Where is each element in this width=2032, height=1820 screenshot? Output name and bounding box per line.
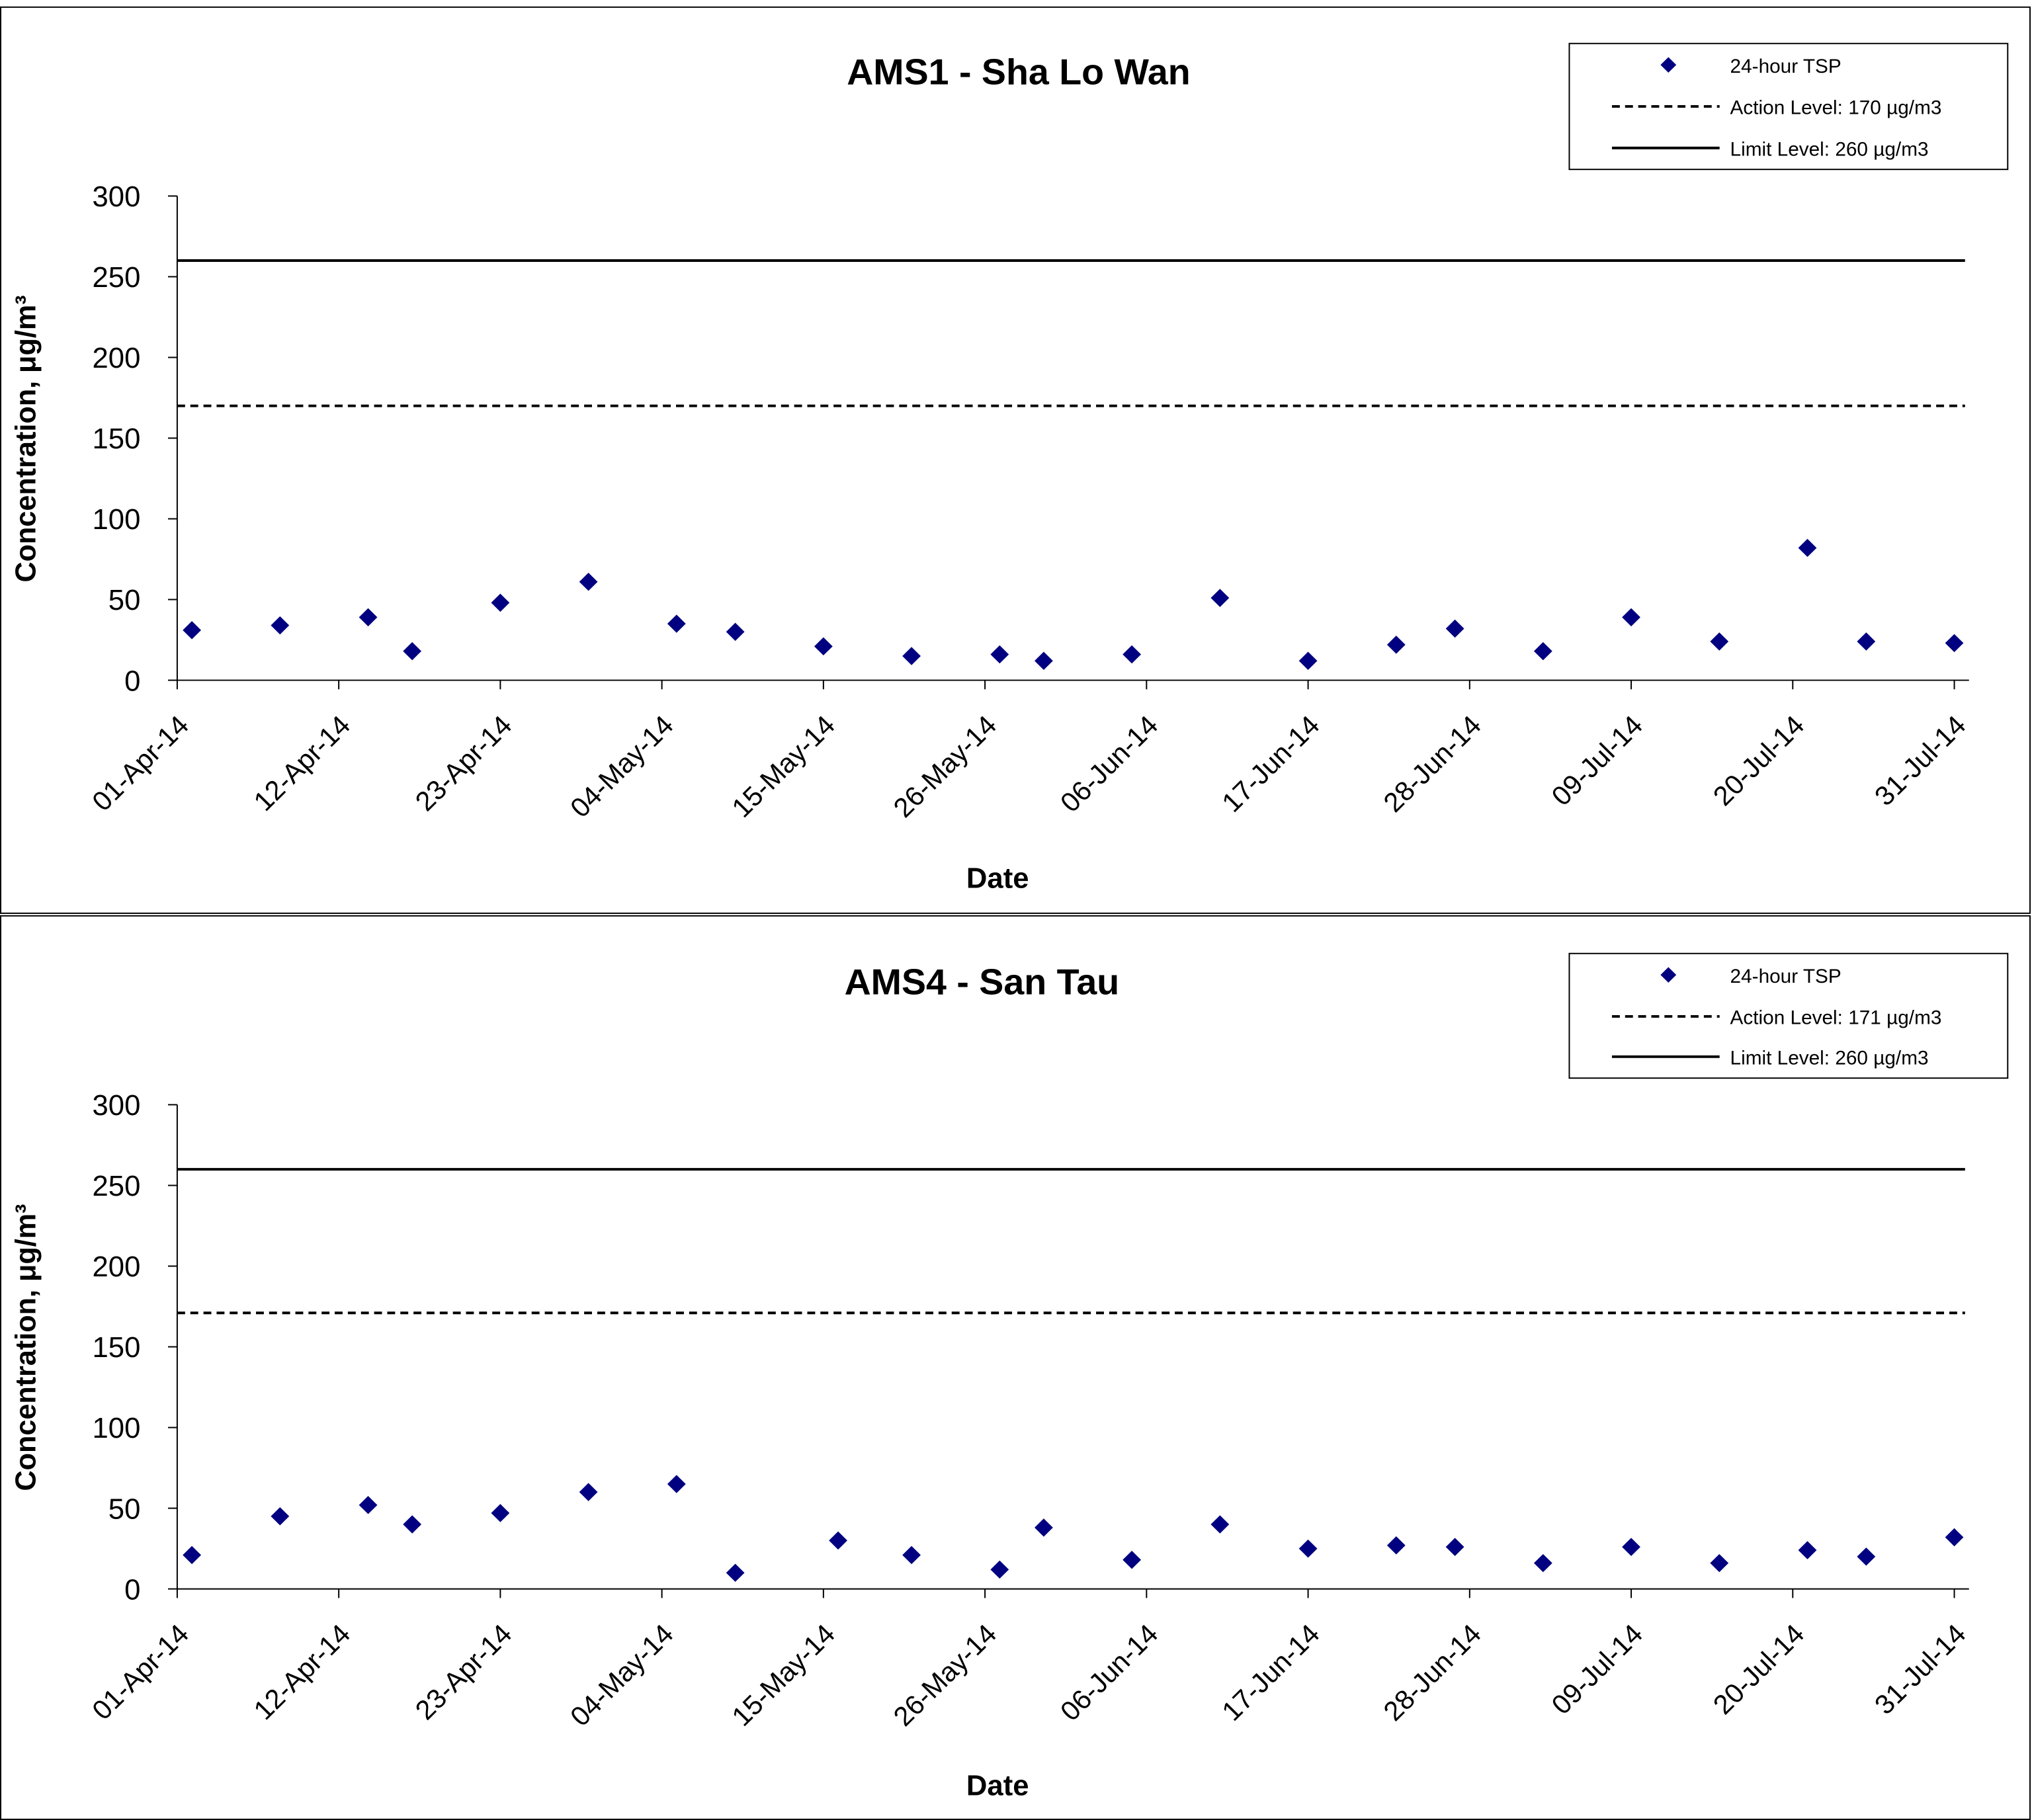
data-point: [1622, 608, 1640, 627]
y-axis-label: Concentration, μg/m³: [10, 1204, 42, 1491]
y-tick-label: 0: [124, 1575, 140, 1606]
y-tick-label: 50: [108, 1493, 141, 1525]
data-point: [1533, 1553, 1552, 1573]
y-tick-label: 150: [93, 1332, 141, 1364]
x-axis-label: Date: [966, 863, 1029, 895]
y-tick-label: 50: [108, 585, 141, 616]
legend-label-limit: Limit Level: 260 µg/m3: [1730, 139, 1929, 161]
y-tick-label: 150: [93, 423, 141, 455]
data-point: [183, 1546, 202, 1565]
legend: 24-hour TSP Action Level: 170 µg/m3 Limi…: [1568, 42, 2009, 171]
data-point: [1210, 1515, 1230, 1534]
data-point: [491, 593, 510, 612]
data-point: [403, 1515, 422, 1534]
panel-border: [0, 915, 2031, 1820]
chart-title: AMS4 - San Tau: [845, 962, 1120, 1003]
data-point: [1857, 1548, 1876, 1566]
data-point: [902, 647, 921, 665]
legend-marker-icon: [1660, 57, 1677, 73]
data-point: [183, 621, 202, 640]
data-point: [726, 622, 745, 641]
panel-border: [0, 6, 2031, 914]
data-point: [1035, 651, 1053, 671]
data-point: [1386, 1536, 1406, 1555]
y-tick-label: 200: [93, 343, 141, 374]
data-point: [1386, 636, 1406, 654]
x-axis-label: Date: [966, 1770, 1029, 1802]
data-point: [359, 608, 378, 627]
data-point: [1035, 1518, 1053, 1537]
y-tick-label: 100: [93, 1413, 141, 1444]
legend-label-action: Action Level: 170 µg/m3: [1730, 97, 1942, 119]
y-axis-label: Concentration, μg/m³: [10, 295, 42, 582]
y-tick-label: 200: [93, 1251, 141, 1283]
y-tick-label: 250: [93, 1171, 141, 1202]
data-point: [271, 1507, 290, 1526]
chart-title: AMS1 - Sha Lo Wan: [847, 52, 1191, 93]
data-point: [271, 616, 290, 635]
y-tick-label: 100: [93, 504, 141, 536]
y-tick-label: 250: [93, 262, 141, 294]
legend-label-series: 24-hour TSP: [1730, 966, 1842, 987]
data-point: [1798, 538, 1817, 558]
y-tick-label: 300: [93, 1090, 141, 1122]
data-point: [1710, 1553, 1729, 1573]
legend-label-series: 24-hour TSP: [1730, 56, 1842, 77]
y-tick-label: 0: [124, 665, 140, 697]
data-point: [726, 1563, 745, 1582]
data-point: [491, 1504, 510, 1522]
data-point: [1445, 619, 1464, 638]
y-tick-label: 300: [93, 181, 141, 213]
legend-label-limit: Limit Level: 260 µg/m3: [1730, 1048, 1929, 1069]
data-point: [902, 1546, 921, 1565]
legend-marker-icon: [1660, 967, 1677, 983]
legend-label-action: Action Level: 171 µg/m3: [1730, 1007, 1942, 1029]
data-point: [1622, 1538, 1640, 1556]
data-point: [829, 1531, 847, 1550]
legend: 24-hour TSP Action Level: 171 µg/m3 Limi…: [1568, 952, 2009, 1079]
data-point: [1945, 634, 1964, 653]
data-point: [579, 1483, 598, 1501]
data-point: [579, 572, 598, 591]
data-point: [1210, 589, 1230, 607]
